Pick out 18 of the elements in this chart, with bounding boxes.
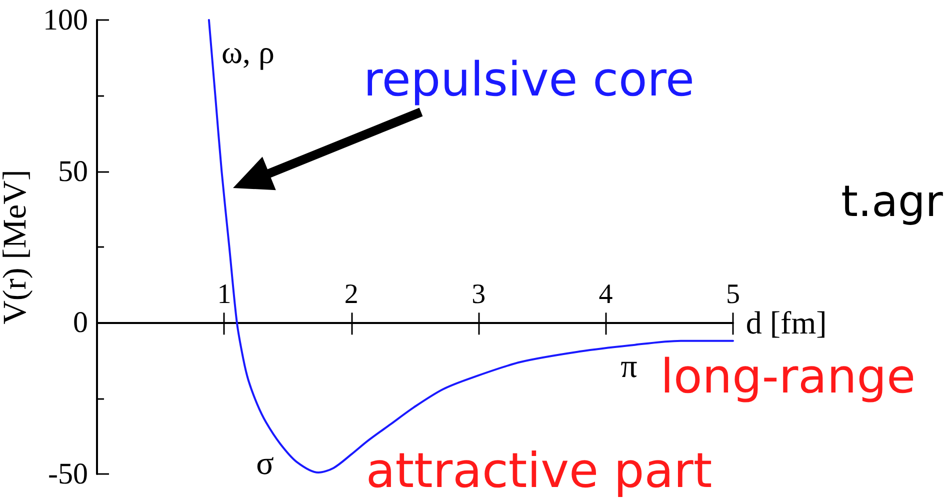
x-tick-label: 4: [598, 279, 613, 310]
x-tick-label: 2: [344, 279, 358, 310]
y-tick-label: 0: [73, 306, 88, 340]
annotation: repulsive core: [364, 52, 694, 108]
x-tick-label: 5: [726, 279, 740, 310]
x-axis-title: d [fm]: [746, 304, 827, 341]
annotation: ω, ρ: [221, 34, 275, 70]
annotation: π: [620, 349, 638, 385]
y-tick-label: -50: [48, 458, 88, 490]
y-axis-title: V(r) [MeV]: [0, 170, 34, 324]
annotation: attractive part: [366, 443, 712, 499]
annotation: σ: [256, 446, 274, 482]
x-tick-label: 3: [472, 279, 486, 310]
y-tick-label: 50: [58, 154, 88, 188]
x-tick-label: 1: [217, 279, 232, 310]
annotation: long-range: [660, 350, 916, 404]
text: t.agr: [841, 177, 944, 227]
y-tick-label: 100: [43, 4, 88, 36]
